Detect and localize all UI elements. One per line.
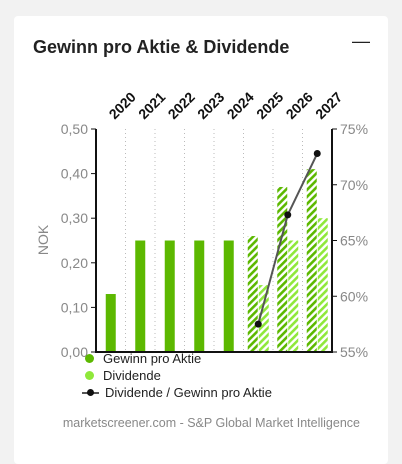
legend-item-payout-ratio[interactable]: Dividende / Gewinn pro Aktie xyxy=(82,384,272,401)
bar-eps-2025 xyxy=(247,236,258,352)
bar-eps-2027 xyxy=(306,169,317,352)
legend-payout-label: Dividende / Gewinn pro Aktie xyxy=(105,385,272,400)
y-tick-label: 0,50 xyxy=(61,121,88,137)
payout-ratio-point-2 xyxy=(313,150,321,158)
bar-dividend-2027 xyxy=(317,218,328,352)
y2-tick-label: 55% xyxy=(340,344,368,360)
x-tick-label-2021: 2021 xyxy=(135,89,168,122)
y-axis-label: NOK xyxy=(35,224,51,255)
bar-eps-2023 xyxy=(194,240,205,352)
x-tick-label-2024: 2024 xyxy=(224,89,257,122)
x-tick-label-2022: 2022 xyxy=(165,89,198,122)
legend-dividend-marker xyxy=(85,371,94,380)
y-tick-label: 0,40 xyxy=(61,166,88,182)
payout-ratio-point-1 xyxy=(284,211,292,219)
bar-eps-2020 xyxy=(105,294,116,352)
source-credit: marketscreener.com - S&P Global Market I… xyxy=(62,416,360,430)
widget-title: Gewinn pro Aktie & Dividende xyxy=(33,37,290,57)
x-tick-label-2025: 2025 xyxy=(253,89,286,122)
y-tick-label: 0,00 xyxy=(61,344,88,360)
x-tick-label-2027: 2027 xyxy=(312,89,345,122)
y2-tick-label: 75% xyxy=(340,121,368,137)
y-tick-label: 0,30 xyxy=(61,210,88,226)
bar-eps-2026 xyxy=(277,186,288,352)
legend-dividend-label: Dividende xyxy=(103,368,161,383)
x-tick-label-2026: 2026 xyxy=(283,89,316,122)
payout-ratio-point-0 xyxy=(254,320,262,328)
y-tick-label: 0,10 xyxy=(61,299,88,315)
y2-tick-label: 65% xyxy=(340,233,368,249)
y2-tick-label: 70% xyxy=(340,177,368,193)
bar-dividend-2025 xyxy=(258,285,269,352)
legend-line-marker xyxy=(82,388,99,397)
bar-dividend-2026 xyxy=(288,240,299,352)
legend-item-dividend[interactable]: Dividende xyxy=(82,367,272,384)
legend-item-eps[interactable]: Gewinn pro Aktie xyxy=(82,350,272,367)
legend-eps-label: Gewinn pro Aktie xyxy=(103,351,202,366)
y-tick-label: 0,20 xyxy=(61,255,88,271)
minus-icon[interactable]: — xyxy=(352,31,370,51)
bar-eps-2024 xyxy=(223,240,234,352)
bar-eps-2022 xyxy=(164,240,175,352)
x-tick-label-2023: 2023 xyxy=(194,89,227,122)
chart-legend: Gewinn pro Aktie Dividende Dividende / G… xyxy=(82,350,272,401)
bar-eps-2021 xyxy=(135,240,146,352)
y2-tick-label: 60% xyxy=(340,288,368,304)
x-tick-label-2020: 2020 xyxy=(106,89,139,122)
legend-eps-marker xyxy=(85,354,94,363)
